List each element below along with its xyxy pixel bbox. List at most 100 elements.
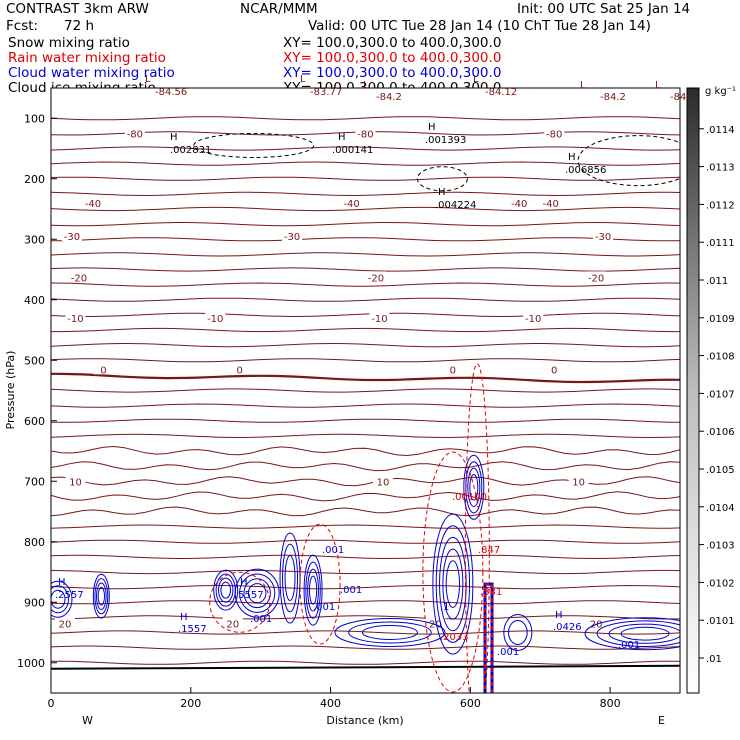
- contour-label-bg: [369, 311, 390, 323]
- contour-extreme-label: .00100: [452, 492, 487, 503]
- model-title: CONTRAST 3km ARW: [6, 1, 149, 17]
- temperature-contour-label: 0: [450, 365, 456, 376]
- forecast-label: Fcst:: [6, 18, 39, 34]
- contour-extreme-label: .847: [478, 545, 500, 556]
- temperature-contour-line: [51, 403, 680, 408]
- mixing-ratio-contour: [209, 571, 271, 633]
- temperature-contour-line: [51, 600, 680, 605]
- mixing-ratio-contour: [213, 569, 239, 611]
- contour-extreme-label: .001: [497, 647, 519, 658]
- temperature-contour-label: -80: [357, 129, 373, 140]
- mixing-ratio-contour: [303, 554, 323, 626]
- mixing-ratio-contour: [282, 543, 299, 613]
- mixing-ratio-contour: [361, 625, 418, 640]
- contour-labels: L -84.56 L -83.77 L -84.2 L -84.12 L -84.2 L -84.6 H…: [55, 74, 696, 658]
- contour-extreme-label: -84.56: [155, 87, 187, 98]
- x-axis-label: Distance (km): [326, 714, 403, 727]
- mixing-ratio-contour: [299, 523, 341, 645]
- contour-label-bg: [222, 617, 243, 629]
- colorbar-label: .0111: [706, 238, 735, 249]
- contour-label-bg: [540, 196, 561, 208]
- contour-extreme-label: H: [180, 612, 188, 623]
- x-tick-label: 600: [460, 697, 481, 710]
- contour-label-bg: [355, 127, 376, 139]
- temperature-contour-label: -20: [368, 273, 384, 284]
- institution-label: NCAR/MMM: [240, 1, 318, 17]
- temperature-contour-label: -80: [546, 129, 562, 140]
- mixing-ratio-contour: [215, 573, 236, 607]
- init-time: Init: 00 UTC Sat 25 Jan 14: [517, 1, 691, 17]
- temperature-contour-label: -10: [67, 314, 83, 325]
- contour-label-bg: [425, 617, 446, 629]
- mixing-ratio-contours: [51, 132, 680, 693]
- contour-extreme-label: .1: [440, 602, 450, 613]
- temperature-contour-label: 20: [59, 619, 72, 630]
- contour-extreme-label: .001: [250, 614, 272, 625]
- mixing-ratio-contour: [51, 580, 73, 618]
- mixing-ratio-contour: [279, 532, 301, 624]
- east-label: E: [658, 714, 665, 727]
- contour-label-bg: [82, 196, 103, 208]
- temperature-contour-label: 10: [572, 477, 585, 488]
- temperature-contour-line: [51, 506, 680, 517]
- temperature-contour-label: -40: [511, 199, 527, 210]
- contour-extreme-label: .006856: [565, 165, 606, 176]
- colorbar-label: .0107: [706, 389, 735, 400]
- contour-label-bg: [372, 475, 393, 487]
- temperature-contour-label: 0: [100, 365, 106, 376]
- contour-extreme-label: .2033: [440, 632, 469, 643]
- mixing-ratio-contour: [442, 548, 464, 620]
- temperature-contour-line: [51, 191, 680, 197]
- mixing-ratio-contour: [416, 166, 468, 192]
- contour-label-bg: [68, 271, 89, 283]
- contour-label-bg: [544, 127, 565, 139]
- contour-extreme-label: .001: [340, 585, 362, 596]
- contour-extreme-label: .1557: [178, 624, 207, 635]
- colorbar-label: .0109: [706, 314, 735, 325]
- mixing-ratio-contour: [243, 578, 271, 609]
- mixing-ratio-contour: [96, 582, 107, 610]
- surface-line: [51, 664, 680, 670]
- contour-extreme-label: L: [473, 74, 479, 85]
- x-axis: 0 200 400 600 800: [48, 687, 621, 710]
- colorbar-label: .0112: [706, 200, 735, 211]
- mixing-ratio-contour: [467, 467, 481, 507]
- temperature-contour-line: [51, 372, 680, 384]
- y-tick-label: 200: [24, 173, 45, 186]
- colorbar-scale: [686, 87, 700, 694]
- contour-label-bg: [509, 196, 530, 208]
- contour-label-bg: [593, 230, 614, 242]
- mixing-ratio-contour: [464, 363, 490, 693]
- temperature-contour-label: -40: [343, 199, 359, 210]
- colorbar-label: .0106: [706, 427, 735, 438]
- contour-extreme-label: .001: [618, 640, 640, 651]
- contour-extreme-label: .001: [313, 602, 335, 613]
- contour-extreme-label: H: [240, 577, 248, 588]
- temperature-contour-line: [51, 237, 680, 242]
- mixing-ratio-contour: [92, 573, 110, 619]
- contour-extreme-label: H: [568, 152, 576, 163]
- colorbar-label: .0113: [706, 163, 735, 174]
- temperature-contour-line: [51, 645, 680, 650]
- mixing-ratio-contour: [503, 614, 533, 651]
- contour-label-bg: [442, 363, 463, 375]
- temperature-contour-label: 0: [551, 365, 557, 376]
- forecast-hours: 72 h: [64, 18, 95, 34]
- mixing-ratio-contour: [218, 577, 234, 603]
- temperature-contour-line: [51, 584, 680, 590]
- plot-frame: [50, 87, 681, 694]
- temperature-contour-line: [51, 554, 680, 560]
- contour-extreme-label: L: [300, 74, 306, 85]
- temperature-contour-line: [51, 433, 680, 439]
- temperature-contour-line: [51, 491, 680, 502]
- temperature-contour-line: [51, 445, 680, 457]
- field-rain-name: Rain water mixing ratio: [8, 50, 166, 66]
- temperature-contour-line: [51, 358, 680, 363]
- contour-extreme-label: H: [338, 132, 346, 143]
- temperature-contour-line: [51, 388, 680, 393]
- contour-label-bg: [61, 230, 82, 242]
- colorbar-label: .0108: [706, 352, 735, 363]
- temperature-contour-line: [51, 161, 680, 166]
- mixing-ratio-contour: [308, 575, 318, 605]
